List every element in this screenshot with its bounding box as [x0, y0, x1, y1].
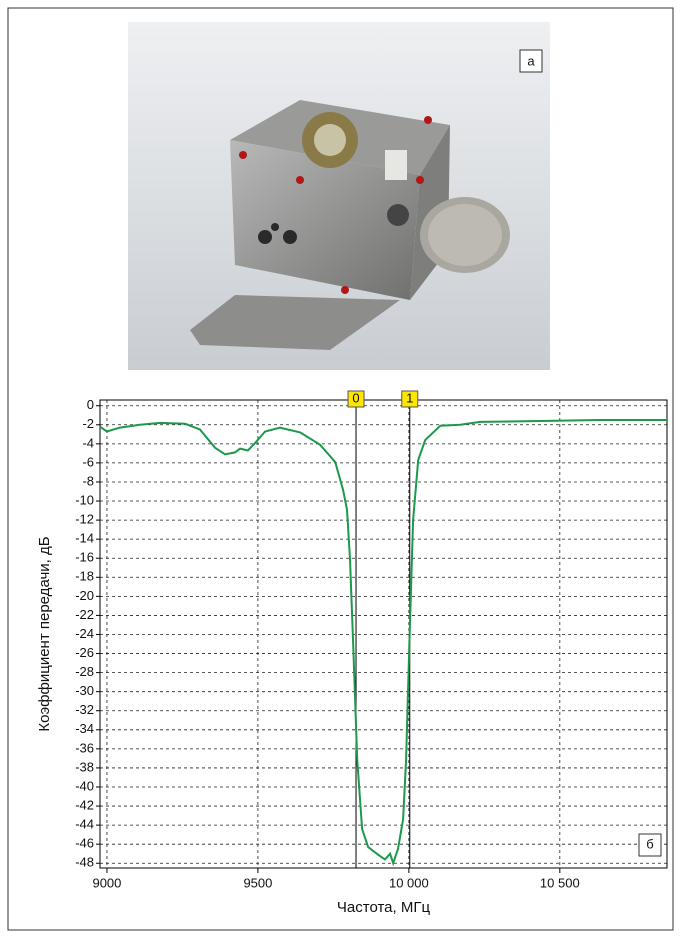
- plot-border: [99, 399, 668, 869]
- y-tick-label: -48: [75, 855, 94, 870]
- y-tick-label: -12: [75, 512, 94, 527]
- y-tick-label: -42: [75, 797, 94, 812]
- photo: а: [128, 22, 550, 370]
- panel-label-box: [638, 833, 662, 857]
- photo-label: а: [527, 53, 535, 68]
- y-tick-label: -26: [75, 645, 94, 660]
- y-tick-label: -2: [82, 416, 94, 431]
- y-tick-label: -14: [75, 531, 94, 546]
- y-tick-label: -44: [75, 817, 94, 832]
- marker-label: 0: [352, 390, 359, 405]
- x-tick-label: 9500: [243, 875, 272, 890]
- y-tick-label: -18: [75, 569, 94, 584]
- y-tick-label: 0: [87, 397, 94, 412]
- y-tick-label: -24: [75, 626, 94, 641]
- y-tick-label: -4: [82, 435, 94, 450]
- x-axis-title: Частота, МГц: [337, 899, 431, 916]
- y-tick-label: -6: [82, 454, 94, 469]
- y-tick-label: -20: [75, 588, 94, 603]
- panel-label: б: [646, 836, 653, 851]
- x-tick-label: 10 000: [389, 875, 429, 890]
- marker-box: [347, 390, 365, 408]
- chart: 0 -2 -4 -6 -8 -10 -12 -14 -16 -18 -20 -22 -24 -26 -28 -…: [36, 390, 668, 916]
- y-tick-label: -32: [75, 702, 94, 717]
- y-tick-label: -40: [75, 778, 94, 793]
- y-tick-label: -30: [75, 683, 94, 698]
- y-tick-label: -28: [75, 664, 94, 679]
- y-tick-label: -22: [75, 607, 94, 622]
- marker-label: 1: [406, 390, 413, 405]
- y-axis-title: Коэффициент передачи, дБ: [36, 536, 53, 731]
- y-tick-label: -10: [75, 492, 94, 507]
- y-tick-label: -34: [75, 721, 94, 736]
- y-tick-label: -38: [75, 759, 94, 774]
- y-tick-label: -36: [75, 740, 94, 755]
- frame: [7, 7, 674, 931]
- y-tick-label: -8: [82, 473, 94, 488]
- data-line: [99, 419, 667, 867]
- plot-area: [100, 400, 667, 868]
- x-tick-label: 10 500: [540, 875, 580, 890]
- y-tick-label: -46: [75, 836, 94, 851]
- y-tick-label: -16: [75, 550, 94, 565]
- x-tick-label: 9000: [92, 875, 121, 890]
- marker-box: [401, 390, 419, 408]
